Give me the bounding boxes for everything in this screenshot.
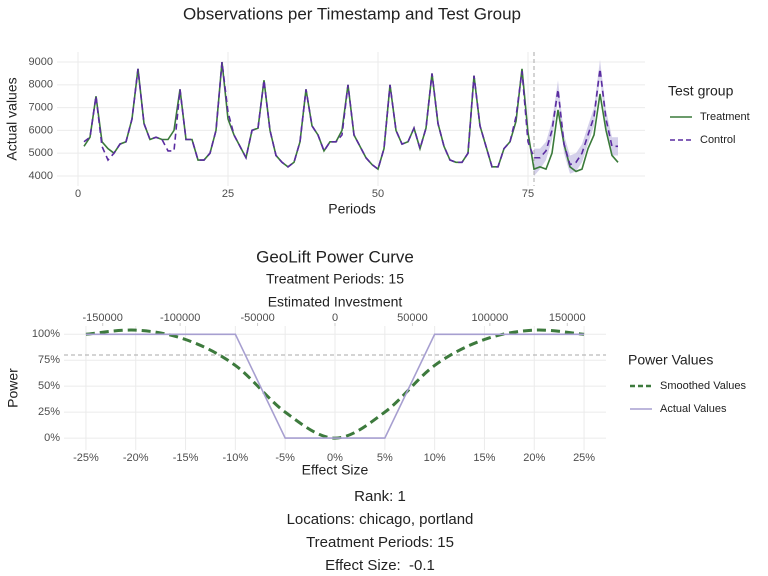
x-tick-label: 15% — [473, 452, 495, 464]
y-tick-label: 50% — [38, 380, 60, 392]
series-line — [85, 333, 585, 439]
y-tick-label: 25% — [38, 406, 60, 418]
x-axis-title: Effect Size — [302, 462, 369, 478]
x-tick-label: 50 — [372, 188, 384, 200]
footer-line: Treatment Periods: 15 — [306, 534, 454, 551]
x-tick-label: -15% — [173, 452, 199, 464]
x-axis-title: Periods — [328, 201, 375, 217]
x2-tick-label: -100000 — [160, 312, 200, 324]
y-tick-label: 0% — [44, 432, 60, 444]
x-tick-label: 5% — [377, 452, 393, 464]
confidence-band — [534, 59, 618, 176]
footer-line: Effect Size: -0.1 — [325, 557, 435, 574]
x-tick-label: 20% — [523, 452, 545, 464]
x-tick-label: -25% — [73, 452, 99, 464]
x-tick-label: 25% — [573, 452, 595, 464]
x2-tick-label: 150000 — [549, 312, 586, 324]
x-tick-label: -10% — [223, 452, 249, 464]
y-axis-title: Power — [5, 368, 21, 408]
series-line — [83, 61, 619, 173]
x2-tick-label: 0 — [332, 312, 338, 324]
x2-tick-label: 100000 — [471, 312, 508, 324]
legend-title: Test group — [668, 83, 734, 99]
y-axis-title: Actual values — [4, 77, 20, 160]
x-tick-label: 10% — [424, 452, 446, 464]
legend-label: Actual Values — [660, 403, 727, 415]
y-tick-label: 4000 — [29, 170, 53, 182]
x-tick-label: 0 — [75, 188, 81, 200]
y-tick-label: 100% — [32, 328, 60, 340]
y-tick-label: 5000 — [29, 147, 53, 159]
legend-title: Power Values — [628, 352, 713, 368]
legend-label: Treatment — [700, 111, 750, 123]
y-tick-label: 6000 — [29, 124, 53, 136]
legend-label: Smoothed Values — [660, 380, 747, 392]
series-line — [83, 61, 618, 171]
chart-subtitle: Treatment Periods: 15 — [266, 271, 404, 287]
x2-axis-title: Estimated Investment — [268, 294, 403, 310]
y-tick-label: 8000 — [29, 79, 53, 91]
x-tick-label: 75 — [522, 188, 534, 200]
x2-tick-label: -150000 — [83, 312, 123, 324]
x-tick-label: 25 — [222, 188, 234, 200]
chart-title: Observations per Timestamp and Test Grou… — [183, 4, 521, 23]
x-tick-label: 0% — [327, 452, 343, 464]
footer-line: Rank: 1 — [354, 488, 406, 505]
x-tick-label: -5% — [275, 452, 295, 464]
x2-tick-label: 50000 — [397, 312, 428, 324]
legend-label: Control — [700, 134, 735, 146]
chart-title: GeoLift Power Curve — [256, 247, 414, 266]
y-tick-label: 9000 — [29, 56, 53, 68]
y-tick-label: 75% — [38, 354, 60, 366]
y-tick-label: 7000 — [29, 102, 53, 114]
x2-tick-label: -50000 — [240, 312, 274, 324]
footer-line: Locations: chicago, portland — [287, 511, 474, 528]
x-tick-label: -20% — [123, 452, 149, 464]
